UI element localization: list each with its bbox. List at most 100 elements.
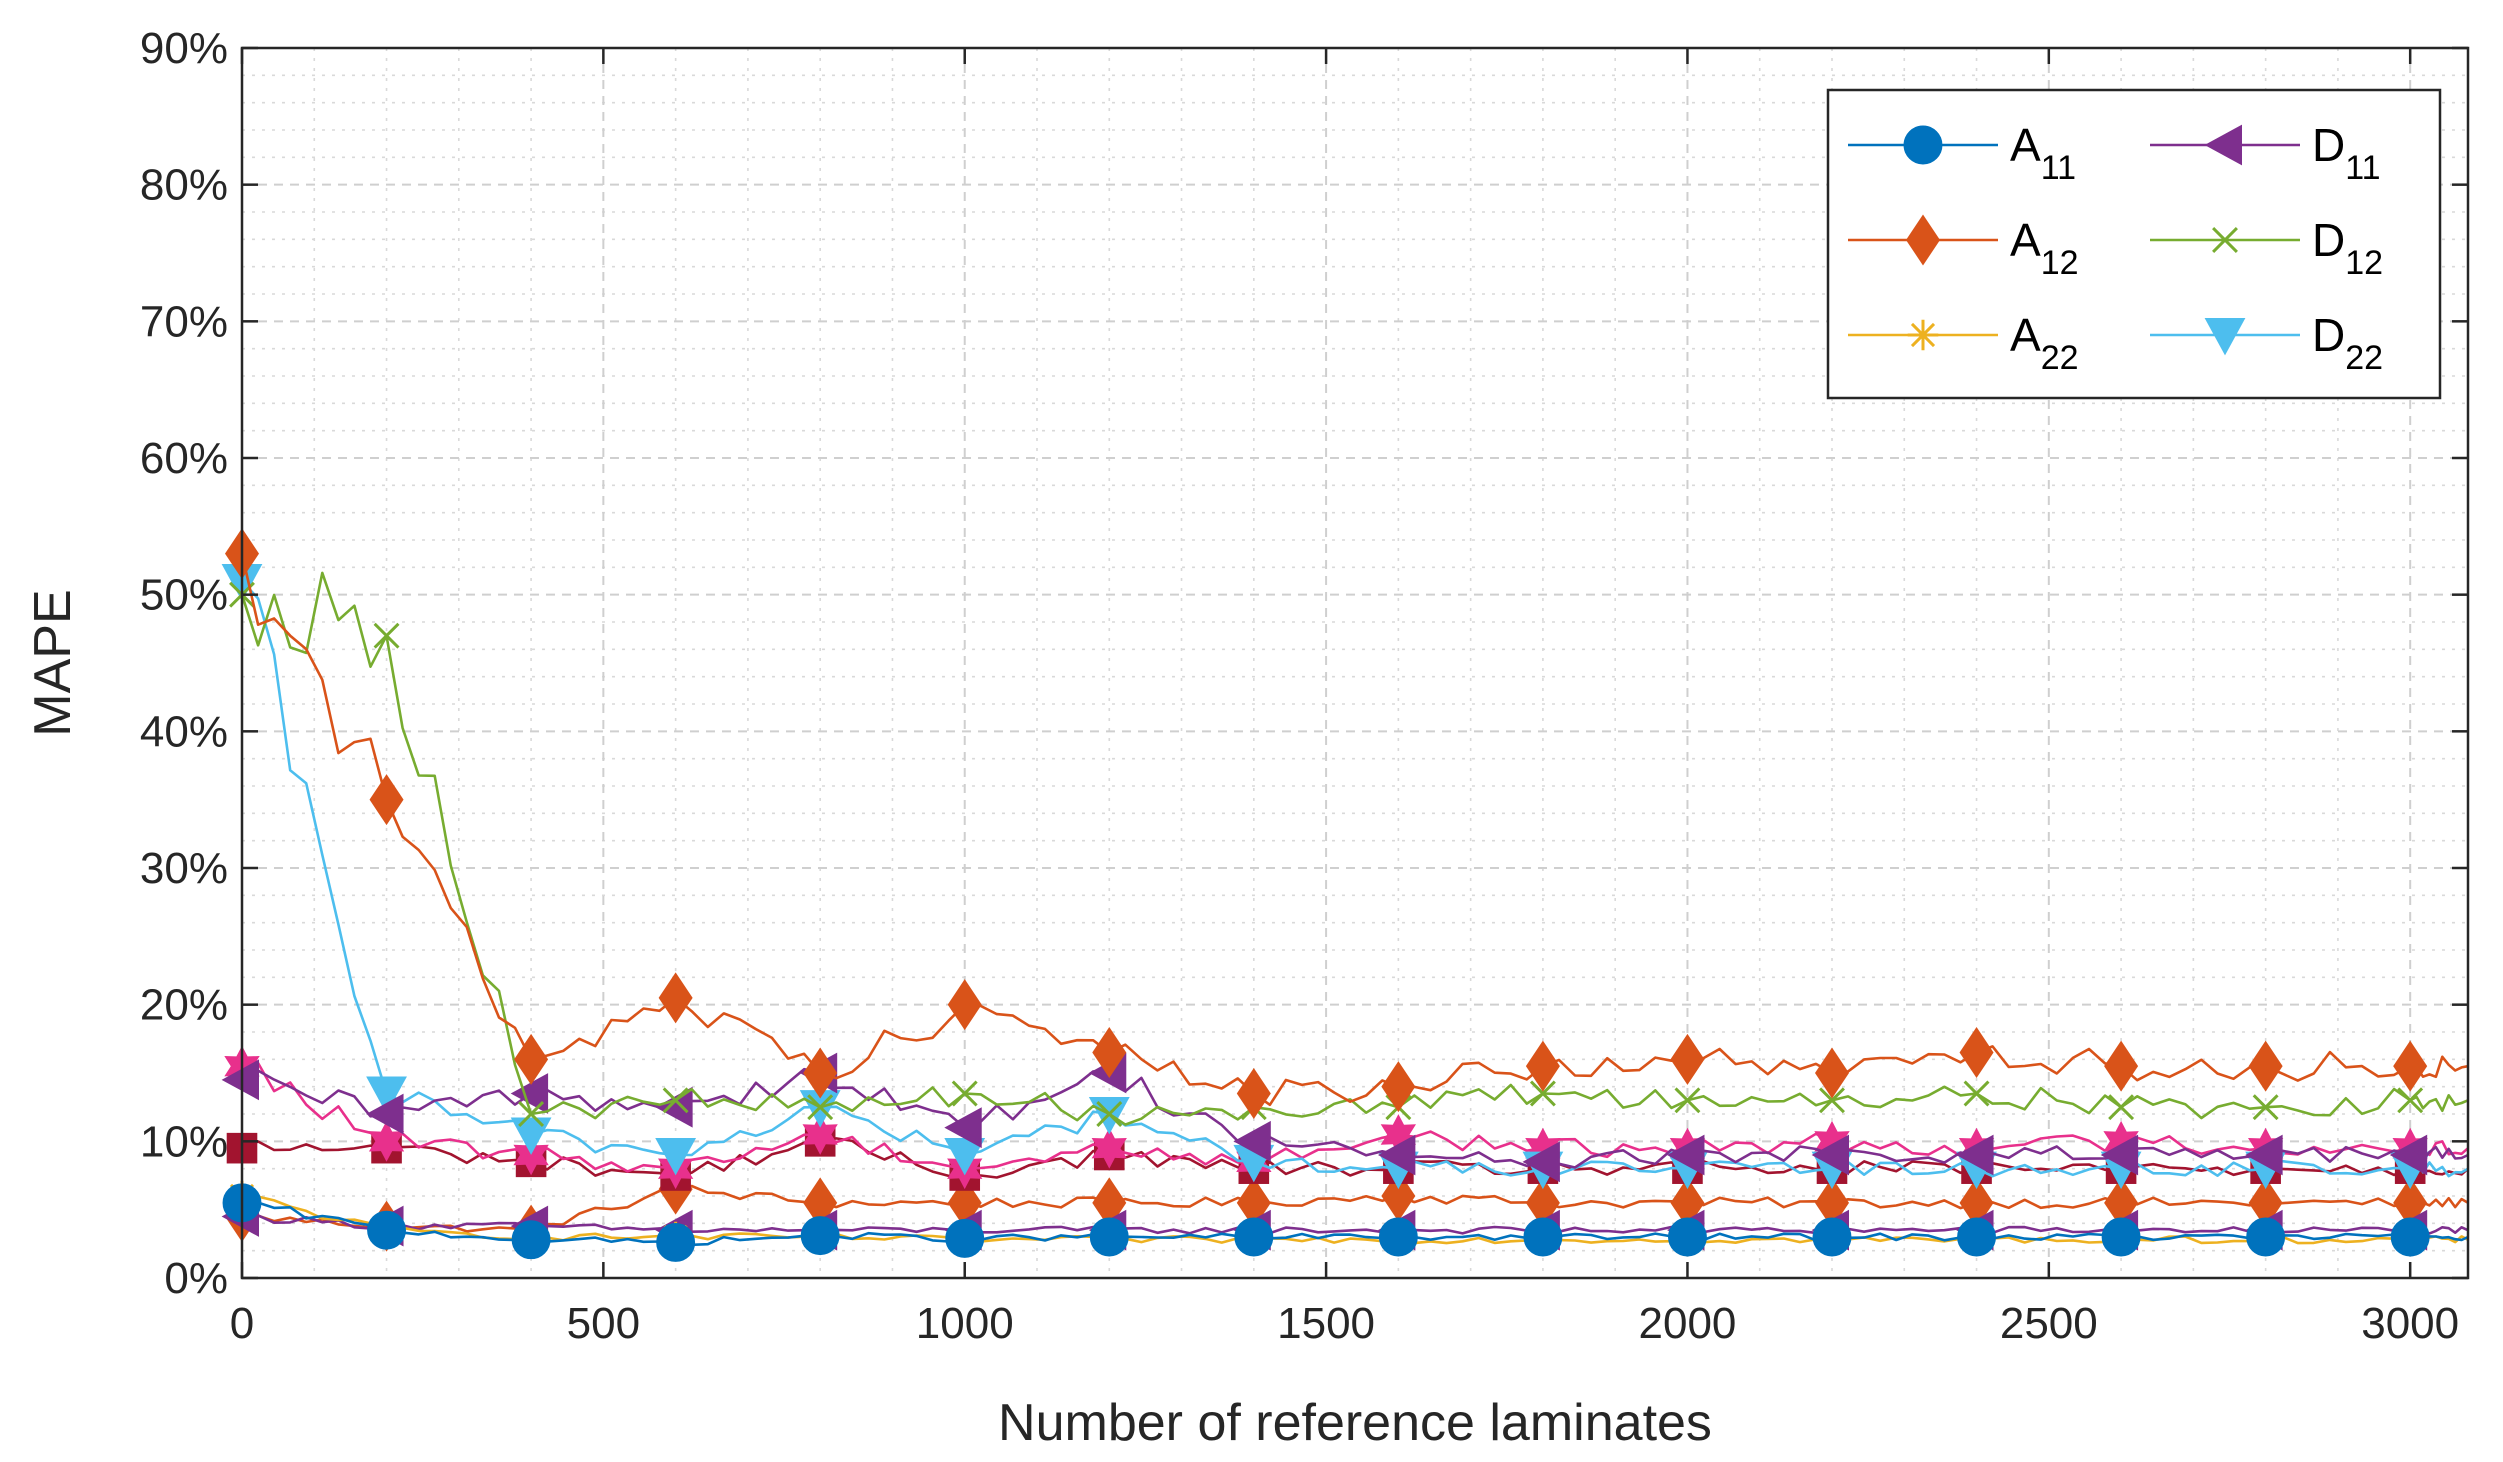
marker-hexagram <box>2103 1120 2139 1162</box>
marker-circle <box>2246 1217 2286 1257</box>
x-axis-title: Number of reference laminates <box>998 1394 1712 1452</box>
marker-circle <box>367 1210 406 1250</box>
marker-hexagram <box>802 1114 838 1155</box>
x-tick-label: 0 <box>230 1299 254 1348</box>
marker-x <box>662 1087 689 1114</box>
marker-triangle-left <box>1233 1120 1271 1162</box>
marker-x <box>1096 1101 1123 1127</box>
legend-item-A22: A22 <box>1848 309 2079 377</box>
marker-diamond <box>2248 1040 2283 1092</box>
y-tick-label: 80% <box>140 161 228 210</box>
marker-triangle-left <box>221 1059 259 1101</box>
minor-grid <box>242 48 2468 1278</box>
marker-triangle-down <box>944 1138 986 1176</box>
marker-circle <box>1378 1217 1418 1257</box>
y-tick-label: 60% <box>140 434 228 483</box>
legend-label: D12 <box>2312 214 2383 282</box>
marker-triangle-left <box>510 1073 549 1114</box>
marker-circle <box>2101 1217 2141 1257</box>
marker-hexagram <box>1380 1114 1416 1155</box>
marker-circle <box>2390 1217 2430 1257</box>
series-layer <box>221 528 2469 1262</box>
marker-circle <box>1234 1217 1274 1257</box>
x-axis: 0 500 1000 1500 2000 2500 3000 <box>230 48 2459 1348</box>
series-D11a <box>221 1052 2469 1183</box>
marker-triangle-left <box>1811 1134 1849 1176</box>
marker-triangle-left <box>1377 1134 1416 1176</box>
marker-circle <box>800 1216 840 1256</box>
marker-asterisk <box>1907 319 1939 351</box>
marker-diamond <box>947 979 982 1031</box>
major-grid <box>242 48 2468 1278</box>
marker-x <box>807 1094 834 1121</box>
marker-diamond <box>2393 1040 2428 1092</box>
marker-diamond <box>803 1047 838 1099</box>
marker-x <box>1529 1080 1556 1107</box>
x-tick-label: 2500 <box>2000 1299 2098 1348</box>
marker-x <box>2212 227 2238 253</box>
marker-x <box>2108 1094 2135 1121</box>
marker-x <box>951 1080 978 1107</box>
legend-item-D12: D12 <box>2150 214 2383 282</box>
marker-hexagram <box>1525 1127 1561 1169</box>
marker-diamond <box>369 774 404 826</box>
marker-triangle-down <box>510 1117 552 1155</box>
y-tick-label: 20% <box>140 981 228 1030</box>
marker-hexagram <box>1091 1127 1127 1169</box>
legend-label: A22 <box>2010 309 2079 377</box>
marker-triangle-left <box>1667 1134 1705 1176</box>
marker-triangle-left <box>2204 124 2242 166</box>
legend-item-D22: D22 <box>2150 309 2383 377</box>
marker-diamond <box>1670 1033 1705 1085</box>
y-axis-title: MAPE <box>24 589 82 736</box>
marker-diamond <box>2104 1040 2139 1092</box>
marker-hexagram <box>368 1120 405 1162</box>
marker-triangle-left <box>2389 1134 2428 1176</box>
marker-triangle-down <box>655 1138 697 1176</box>
marker-circle <box>1668 1217 1707 1257</box>
marker-triangle-down <box>366 1076 407 1114</box>
marker-triangle-left <box>1522 1141 1560 1183</box>
marker-circle <box>1903 125 1943 165</box>
marker-x <box>2397 1087 2424 1114</box>
series-A11 <box>222 1183 2469 1262</box>
marker-triangle-left <box>366 1093 404 1135</box>
marker-hexagram <box>1814 1120 1850 1162</box>
marker-circle <box>945 1218 985 1258</box>
marker-x <box>518 1101 545 1127</box>
x-tick-label: 1000 <box>916 1299 1014 1348</box>
marker-x <box>373 622 400 649</box>
marker-x <box>2252 1094 2279 1121</box>
marker-diamond <box>1959 1027 1994 1078</box>
marker-diamond <box>658 972 693 1024</box>
legend-label: A12 <box>2010 214 2079 282</box>
plot-frame <box>240 46 2470 1280</box>
marker-x <box>1674 1087 1701 1114</box>
legend-item-A11: A11 <box>1848 119 2076 187</box>
series-A12a <box>225 528 2469 1119</box>
marker-triangle-left <box>2100 1134 2139 1176</box>
y-tick-label: 0% <box>164 1254 228 1303</box>
marker-hexagram <box>513 1134 549 1176</box>
marker-x <box>1819 1087 1845 1114</box>
marker-diamond <box>1906 214 1940 266</box>
marker-triangle-left <box>944 1107 982 1149</box>
y-tick-label: 50% <box>140 571 228 620</box>
marker-circle <box>1957 1217 1996 1257</box>
marker-circle <box>1523 1217 1563 1257</box>
marker-triangle-left <box>1956 1134 1994 1176</box>
marker-circle <box>1812 1217 1852 1257</box>
y-tick-label: 40% <box>140 707 228 756</box>
y-axis: 0% 10% 20% 30% 40% 50% 60% 70% 80% 90% <box>140 24 2468 1303</box>
x-tick-label: 2000 <box>1639 1299 1737 1348</box>
legend-label: D22 <box>2312 309 2383 377</box>
x-tick-label: 500 <box>567 1299 640 1348</box>
marker-circle <box>1089 1217 1129 1257</box>
marker-diamond <box>1381 1061 1416 1113</box>
y-tick-label: 10% <box>140 1117 228 1166</box>
marker-diamond <box>1236 1068 1271 1119</box>
y-tick-label: 90% <box>140 24 228 73</box>
marker-diamond <box>1525 1040 1560 1092</box>
marker-triangle-left <box>655 1086 693 1128</box>
